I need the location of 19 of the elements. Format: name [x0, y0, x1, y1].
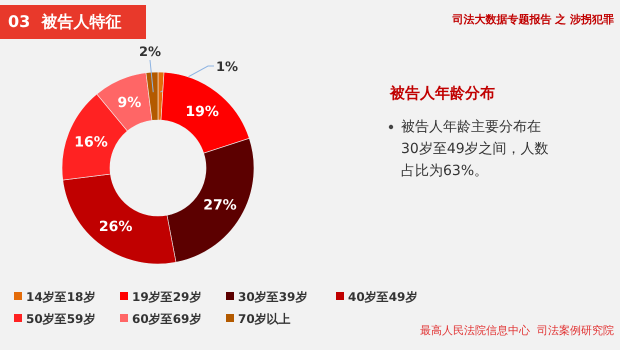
legend-label: 14岁至18岁 — [26, 290, 96, 304]
legend-label: 30岁至39岁 — [238, 290, 308, 304]
legend-label: 60岁至69岁 — [132, 312, 202, 326]
text: 最高人民法院信息中心 司法案例研究院 — [420, 323, 614, 338]
data-label: 16% — [74, 134, 108, 150]
data-label: 1% — [216, 60, 238, 75]
data-label: 27% — [203, 198, 237, 214]
data-label: 26% — [98, 219, 132, 236]
legend-label: 70岁以上 — [238, 312, 291, 326]
legend-label: 40岁至49岁 — [348, 290, 418, 304]
data-label: 19% — [185, 104, 219, 120]
data-label: 9% — [118, 94, 142, 111]
text: 03 被告人特征 — [0, 5, 146, 39]
data-label: 2% — [138, 45, 162, 60]
text: 被告人年龄主要分布在30岁至49岁之间，人数占比为63%。 — [401, 118, 550, 181]
legend-label: 19岁至29岁 — [132, 290, 202, 304]
legend-label: 50岁至59岁 — [26, 312, 96, 326]
text: 被告人年龄分布 — [390, 84, 495, 103]
text: 司法大数据专题报告 之 涉拐犯罪 — [452, 12, 614, 27]
